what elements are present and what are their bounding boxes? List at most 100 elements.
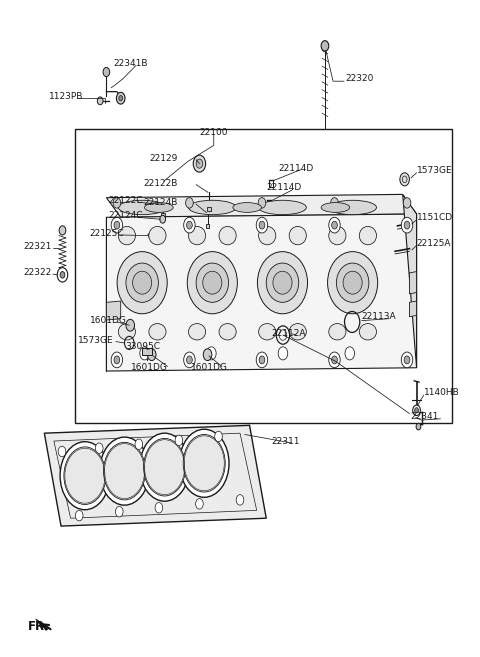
- Circle shape: [259, 221, 265, 229]
- Ellipse shape: [196, 263, 228, 302]
- Ellipse shape: [118, 200, 166, 215]
- Circle shape: [97, 97, 103, 104]
- Circle shape: [135, 439, 143, 449]
- Circle shape: [147, 349, 156, 361]
- Polygon shape: [107, 214, 417, 371]
- Ellipse shape: [259, 200, 306, 215]
- Circle shape: [113, 198, 120, 208]
- Circle shape: [60, 442, 110, 510]
- Circle shape: [103, 68, 110, 77]
- Polygon shape: [36, 619, 45, 628]
- Circle shape: [404, 356, 410, 364]
- Text: 22124C: 22124C: [109, 212, 143, 221]
- Circle shape: [116, 507, 123, 517]
- Text: 22122C: 22122C: [109, 196, 143, 206]
- Ellipse shape: [203, 271, 222, 294]
- Ellipse shape: [189, 324, 205, 340]
- Ellipse shape: [149, 227, 166, 245]
- Circle shape: [329, 217, 340, 233]
- Text: 22311: 22311: [271, 436, 300, 445]
- Circle shape: [126, 319, 134, 331]
- Circle shape: [196, 159, 203, 168]
- Text: 22321: 22321: [23, 242, 51, 251]
- Circle shape: [114, 356, 120, 364]
- Circle shape: [59, 226, 66, 235]
- Circle shape: [206, 347, 216, 360]
- Circle shape: [321, 41, 329, 51]
- Bar: [205, 225, 209, 229]
- Circle shape: [155, 503, 163, 513]
- Circle shape: [75, 510, 83, 521]
- Ellipse shape: [273, 271, 292, 294]
- Circle shape: [116, 93, 125, 104]
- Text: 1151CD: 1151CD: [417, 213, 453, 222]
- Circle shape: [413, 405, 420, 415]
- Text: 22114D: 22114D: [278, 164, 313, 173]
- Circle shape: [400, 173, 409, 186]
- Ellipse shape: [189, 200, 236, 215]
- Text: 22124B: 22124B: [144, 198, 178, 208]
- Text: 1140HB: 1140HB: [424, 388, 459, 397]
- Text: 22129: 22129: [150, 154, 178, 163]
- Text: 1573GE: 1573GE: [417, 166, 452, 175]
- Polygon shape: [409, 301, 417, 317]
- Circle shape: [160, 215, 166, 223]
- Circle shape: [144, 438, 186, 496]
- Ellipse shape: [118, 227, 135, 245]
- Ellipse shape: [117, 252, 167, 314]
- Text: 1601DG: 1601DG: [90, 316, 127, 325]
- Ellipse shape: [360, 324, 376, 340]
- Ellipse shape: [266, 263, 299, 302]
- Circle shape: [415, 407, 419, 413]
- Text: 1601DG: 1601DG: [131, 363, 168, 373]
- Circle shape: [60, 271, 65, 278]
- Circle shape: [57, 267, 68, 282]
- Circle shape: [401, 217, 413, 233]
- Bar: [206, 207, 211, 212]
- Ellipse shape: [321, 202, 350, 212]
- Text: 1573GE: 1573GE: [78, 336, 113, 345]
- Ellipse shape: [336, 263, 369, 302]
- Text: 22112A: 22112A: [271, 329, 305, 338]
- Bar: [75, 129, 452, 423]
- Circle shape: [175, 435, 183, 445]
- Circle shape: [236, 495, 244, 505]
- Ellipse shape: [360, 227, 376, 245]
- Ellipse shape: [219, 324, 236, 340]
- Circle shape: [140, 433, 190, 501]
- Text: 22122B: 22122B: [144, 179, 178, 188]
- Text: 1601DG: 1601DG: [191, 363, 228, 373]
- Circle shape: [187, 356, 192, 364]
- Text: 22125C: 22125C: [90, 229, 124, 238]
- Circle shape: [111, 352, 122, 368]
- Text: 22125A: 22125A: [417, 239, 451, 248]
- Polygon shape: [142, 348, 152, 355]
- Ellipse shape: [329, 227, 346, 245]
- Ellipse shape: [144, 202, 173, 212]
- Ellipse shape: [329, 324, 346, 340]
- Circle shape: [184, 352, 195, 368]
- Circle shape: [332, 221, 337, 229]
- Ellipse shape: [289, 324, 306, 340]
- Ellipse shape: [233, 202, 262, 212]
- Circle shape: [404, 221, 410, 229]
- Ellipse shape: [329, 200, 376, 215]
- Text: 22113A: 22113A: [362, 312, 396, 321]
- Polygon shape: [44, 425, 266, 526]
- Ellipse shape: [189, 227, 205, 245]
- Circle shape: [256, 352, 268, 368]
- Ellipse shape: [259, 324, 276, 340]
- Polygon shape: [107, 301, 120, 320]
- Ellipse shape: [126, 263, 158, 302]
- Ellipse shape: [118, 324, 135, 340]
- Ellipse shape: [219, 227, 236, 245]
- Ellipse shape: [149, 324, 166, 340]
- Circle shape: [64, 447, 106, 505]
- Bar: [161, 214, 165, 217]
- Text: 22100: 22100: [200, 127, 228, 137]
- Circle shape: [184, 217, 195, 233]
- Ellipse shape: [187, 252, 238, 314]
- Circle shape: [114, 221, 120, 229]
- Circle shape: [187, 221, 192, 229]
- Polygon shape: [409, 271, 417, 294]
